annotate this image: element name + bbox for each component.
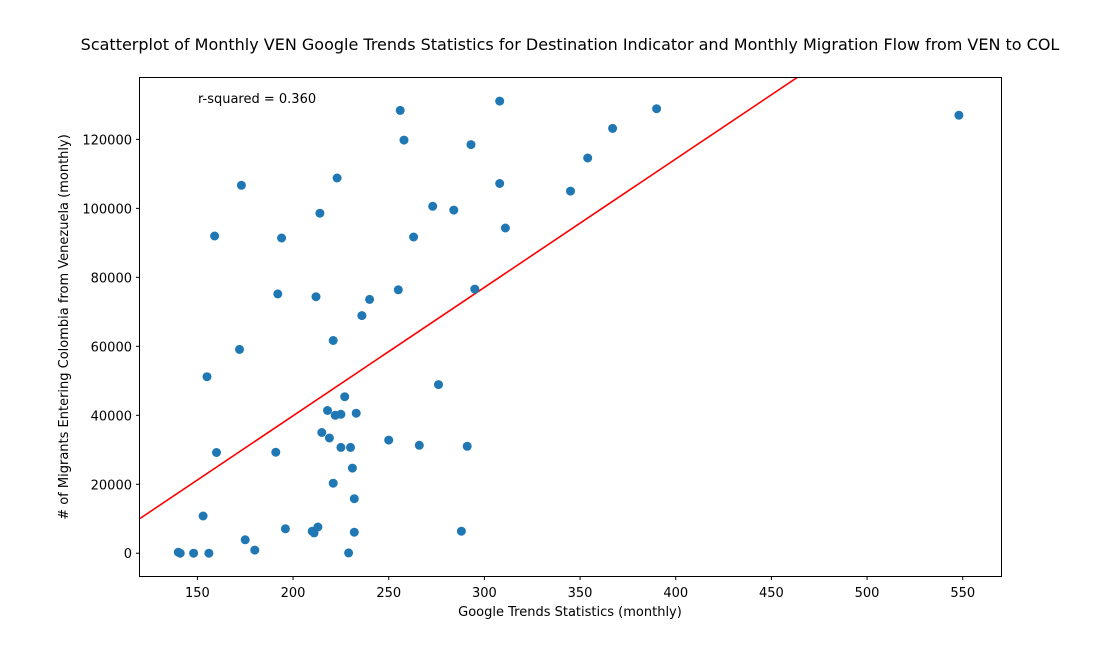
data-point (365, 294, 375, 304)
data-point (317, 428, 327, 437)
data-point (395, 105, 405, 115)
data-point (349, 527, 359, 537)
data-point (328, 478, 338, 488)
data-point (198, 511, 208, 521)
data-point (456, 526, 466, 536)
data-point (409, 232, 419, 242)
r-squared-annotation: r-squared = 0.360 (198, 92, 316, 107)
data-point (311, 292, 321, 302)
data-point (583, 153, 593, 163)
y-axis-label: # of Migrants Entering Colombia from Ven… (57, 134, 72, 520)
data-point (449, 205, 459, 215)
y-tick-label: 100000 (82, 202, 132, 217)
data-point (212, 448, 221, 457)
data-point (347, 463, 357, 473)
data-point (324, 433, 334, 443)
data-point (202, 372, 212, 382)
x-tick-label: 300 (472, 586, 497, 601)
x-tick-label: 350 (568, 586, 593, 601)
data-point (235, 344, 244, 354)
data-point (652, 104, 662, 114)
data-point (240, 535, 250, 545)
data-point (236, 180, 246, 190)
data-point (434, 380, 443, 390)
data-point (608, 123, 618, 133)
data-point (470, 284, 480, 294)
y-tick-label: 40000 (91, 409, 132, 424)
data-point (393, 285, 403, 295)
data-point (189, 548, 199, 558)
data-point (349, 494, 359, 504)
x-tick-label: 500 (855, 586, 880, 601)
x-tick-label: 450 (759, 586, 784, 601)
y-tick-label: 80000 (91, 271, 132, 286)
data-point (328, 336, 338, 345)
data-point (210, 231, 220, 241)
data-point (428, 201, 438, 211)
y-tick-label: 120000 (82, 133, 132, 148)
data-point (273, 289, 283, 299)
data-point (384, 435, 394, 445)
data-point (954, 110, 964, 120)
x-tick-label: 400 (663, 586, 688, 601)
data-point (495, 179, 505, 188)
x-axis-ticks: 150 200 250 300 350 400 450 500 550 (185, 576, 975, 601)
data-point (323, 406, 332, 415)
data-point (336, 409, 346, 419)
y-tick-label: 60000 (91, 340, 132, 355)
data-point (344, 548, 354, 558)
data-point (277, 233, 287, 243)
data-point (315, 208, 325, 218)
x-tick-label: 200 (281, 586, 306, 601)
x-tick-label: 150 (185, 586, 210, 601)
data-point (462, 441, 472, 451)
data-point (357, 311, 367, 321)
x-tick-label: 550 (950, 586, 975, 601)
data-point (175, 548, 185, 558)
data-point (414, 440, 424, 450)
data-point (346, 442, 355, 452)
data-point (566, 186, 575, 196)
data-point (466, 140, 476, 150)
data-point (495, 96, 505, 106)
y-tick-label: 0 (124, 547, 132, 562)
plot-frame (139, 77, 1002, 577)
data-point (500, 223, 510, 233)
data-point (340, 392, 350, 402)
data-point (332, 173, 342, 183)
chart-title: Scatterplot of Monthly VEN Google Trends… (81, 35, 1060, 54)
data-point (399, 135, 409, 145)
x-axis-label: Google Trends Statistics (monthly) (458, 605, 682, 620)
y-tick-label: 20000 (91, 478, 132, 493)
plot-area (139, 77, 1002, 577)
data-point (351, 408, 361, 418)
data-point (336, 442, 346, 452)
data-points (173, 96, 964, 558)
regression-line (139, 77, 799, 520)
data-point (313, 522, 323, 532)
data-point (271, 447, 281, 457)
x-tick-label: 250 (376, 586, 401, 601)
data-point (204, 548, 214, 558)
data-point (280, 524, 290, 534)
data-point (250, 545, 260, 555)
y-axis-ticks: 0 20000 40000 60000 80000 100000 120000 (82, 133, 140, 562)
